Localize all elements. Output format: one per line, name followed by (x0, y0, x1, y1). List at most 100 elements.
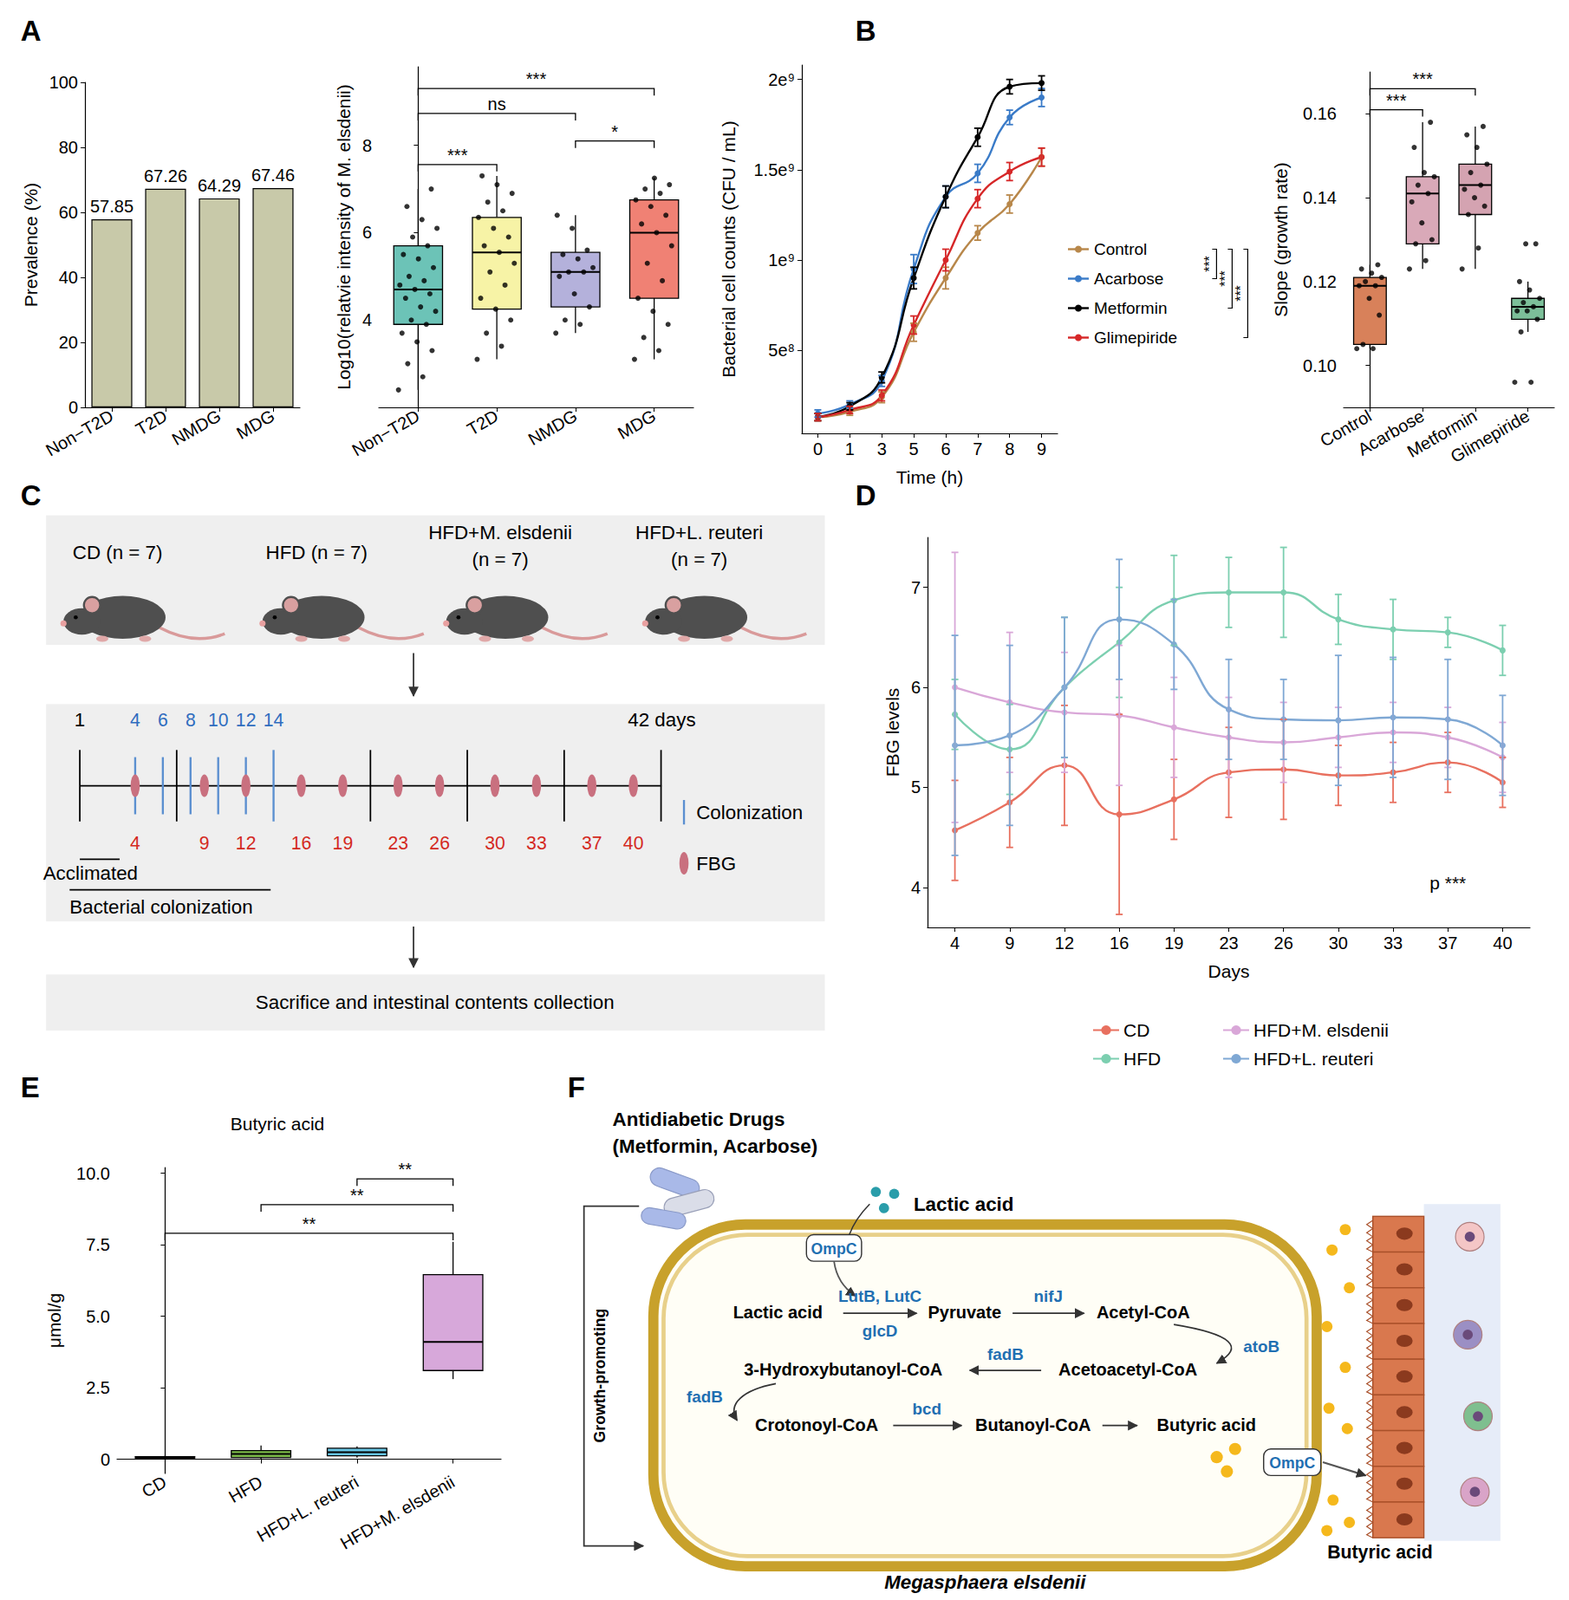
svg-text:4: 4 (130, 833, 141, 853)
svg-text:19: 19 (1164, 933, 1184, 953)
svg-text:26: 26 (429, 833, 450, 853)
svg-text:Lactic acid: Lactic acid (913, 1193, 1015, 1216)
svg-text:0.14: 0.14 (1302, 188, 1337, 208)
svg-text:1: 1 (845, 439, 855, 459)
svg-text:glcD: glcD (862, 1321, 899, 1341)
svg-text:Crotonoyl-CoA: Crotonoyl-CoA (755, 1415, 879, 1435)
svg-text:***: *** (1386, 91, 1407, 111)
svg-text:0: 0 (68, 397, 79, 417)
svg-text:Bacterial colonization: Bacterial colonization (69, 896, 253, 918)
svg-text:6: 6 (157, 709, 169, 730)
svg-text:E: E (20, 1071, 40, 1104)
svg-text:5: 5 (909, 439, 919, 459)
svg-text:OmpC: OmpC (811, 1240, 858, 1258)
svg-text:2e⁹: 2e⁹ (768, 70, 795, 90)
svg-text:NMDG: NMDG (169, 405, 225, 450)
svg-text:NMDG: NMDG (524, 405, 580, 450)
svg-text:67.46: 67.46 (251, 165, 295, 185)
svg-text:12: 12 (235, 833, 257, 853)
svg-text:MDG: MDG (614, 405, 659, 443)
svg-text:A: A (20, 14, 42, 47)
svg-text:5: 5 (911, 777, 921, 797)
svg-text:26: 26 (1274, 933, 1294, 953)
svg-text:1.5e⁹: 1.5e⁹ (754, 160, 796, 180)
svg-text:33: 33 (1383, 933, 1403, 953)
svg-text:***: *** (1233, 285, 1249, 302)
svg-text:1e⁹: 1e⁹ (768, 250, 795, 270)
svg-text:19: 19 (332, 833, 354, 853)
svg-text:HFD+M. elsdenii: HFD+M. elsdenii (428, 521, 573, 544)
svg-text:16: 16 (1109, 933, 1129, 953)
svg-text:9: 9 (1004, 933, 1015, 953)
svg-text:ns: ns (488, 94, 507, 114)
svg-text:***: *** (1202, 255, 1218, 273)
svg-text:(n = 7): (n = 7) (670, 548, 728, 571)
svg-text:5.0: 5.0 (85, 1307, 111, 1327)
svg-text:64.29: 64.29 (197, 175, 241, 196)
svg-text:30: 30 (484, 833, 506, 853)
svg-text:atoB: atoB (1243, 1337, 1280, 1356)
svg-text:Non−T2D: Non−T2D (42, 405, 118, 460)
svg-text:Sacrifice and intestinal conte: Sacrifice and intestinal contents collec… (255, 991, 615, 1014)
svg-text:3-Hydroxybutanoyl-CoA: 3-Hydroxybutanoyl-CoA (743, 1360, 943, 1380)
svg-text:Lactic acid: Lactic acid (733, 1302, 823, 1322)
svg-text:7: 7 (972, 439, 983, 459)
svg-text:Butyric acid: Butyric acid (230, 1113, 326, 1134)
svg-text:Antidiabetic Drugs: Antidiabetic Drugs (612, 1108, 786, 1131)
svg-text:B: B (855, 14, 877, 47)
svg-text:8: 8 (1004, 439, 1015, 459)
svg-text:**: ** (397, 1159, 412, 1179)
svg-text:37: 37 (1438, 933, 1458, 953)
svg-text:40: 40 (1492, 933, 1512, 953)
svg-text:14: 14 (263, 709, 285, 730)
svg-text:Butyric acid: Butyric acid (1157, 1415, 1257, 1435)
svg-text:FBG: FBG (696, 852, 736, 875)
svg-text:HFD (n = 7): HFD (n = 7) (265, 541, 367, 564)
svg-text:Pyruvate: Pyruvate (928, 1302, 1003, 1322)
svg-text:***: *** (447, 145, 469, 165)
svg-text:*: * (611, 122, 619, 142)
svg-text:16: 16 (291, 833, 313, 853)
svg-text:0.12: 0.12 (1302, 272, 1337, 292)
svg-text:HFD+L. reuteri: HFD+L. reuteri (1253, 1048, 1374, 1069)
svg-text:Log10(relatvie intensity of M.: Log10(relatvie intensity of M. elsdenii) (333, 84, 354, 391)
svg-text:23: 23 (1218, 933, 1238, 953)
svg-text:30: 30 (1328, 933, 1348, 953)
svg-text:Acarbose: Acarbose (1093, 269, 1164, 288)
svg-text:1: 1 (74, 709, 85, 731)
svg-text:Prevalence (%): Prevalence (%) (20, 182, 41, 308)
svg-text:9: 9 (1036, 439, 1047, 459)
svg-text:***: *** (1412, 69, 1433, 89)
svg-text:***: *** (526, 69, 547, 89)
svg-text:D: D (855, 479, 877, 512)
svg-text:CD (n = 7): CD (n = 7) (72, 541, 163, 564)
svg-text:4: 4 (130, 709, 141, 730)
svg-text:HFD: HFD (1123, 1048, 1161, 1069)
svg-text:20: 20 (58, 332, 79, 352)
svg-text:HFD+L. reuteri: HFD+L. reuteri (635, 521, 763, 544)
svg-text:LutB, LutC: LutB, LutC (838, 1287, 923, 1306)
svg-text:**: ** (350, 1185, 365, 1205)
svg-text:Control: Control (1093, 240, 1147, 259)
svg-text:0.16: 0.16 (1302, 104, 1337, 124)
svg-text:Bacterial cell counts (CFU / m: Bacterial cell counts (CFU / mL) (718, 120, 739, 378)
svg-text:Days: Days (1208, 961, 1250, 982)
svg-text:Butanoyl-CoA: Butanoyl-CoA (975, 1415, 1091, 1435)
svg-text:CD: CD (1123, 1020, 1150, 1041)
svg-text:C: C (20, 479, 42, 512)
svg-text:T2D: T2D (463, 405, 502, 439)
svg-text:Acetyl-CoA: Acetyl-CoA (1096, 1302, 1191, 1322)
svg-text:μmol/g: μmol/g (44, 1293, 65, 1348)
svg-text:**: ** (302, 1214, 317, 1234)
svg-text:Acetoacetyl-CoA: Acetoacetyl-CoA (1058, 1360, 1198, 1380)
svg-text:Glimepiride: Glimepiride (1093, 328, 1178, 347)
svg-text:7.5: 7.5 (85, 1235, 111, 1255)
svg-text:***: *** (1217, 270, 1233, 287)
svg-text:100: 100 (49, 72, 79, 92)
svg-text:80: 80 (58, 137, 79, 157)
svg-text:MDG: MDG (233, 405, 278, 443)
svg-text:67.26: 67.26 (143, 166, 188, 186)
svg-text:4: 4 (911, 878, 921, 898)
svg-text:0: 0 (100, 1450, 111, 1470)
svg-text:3: 3 (877, 439, 887, 459)
